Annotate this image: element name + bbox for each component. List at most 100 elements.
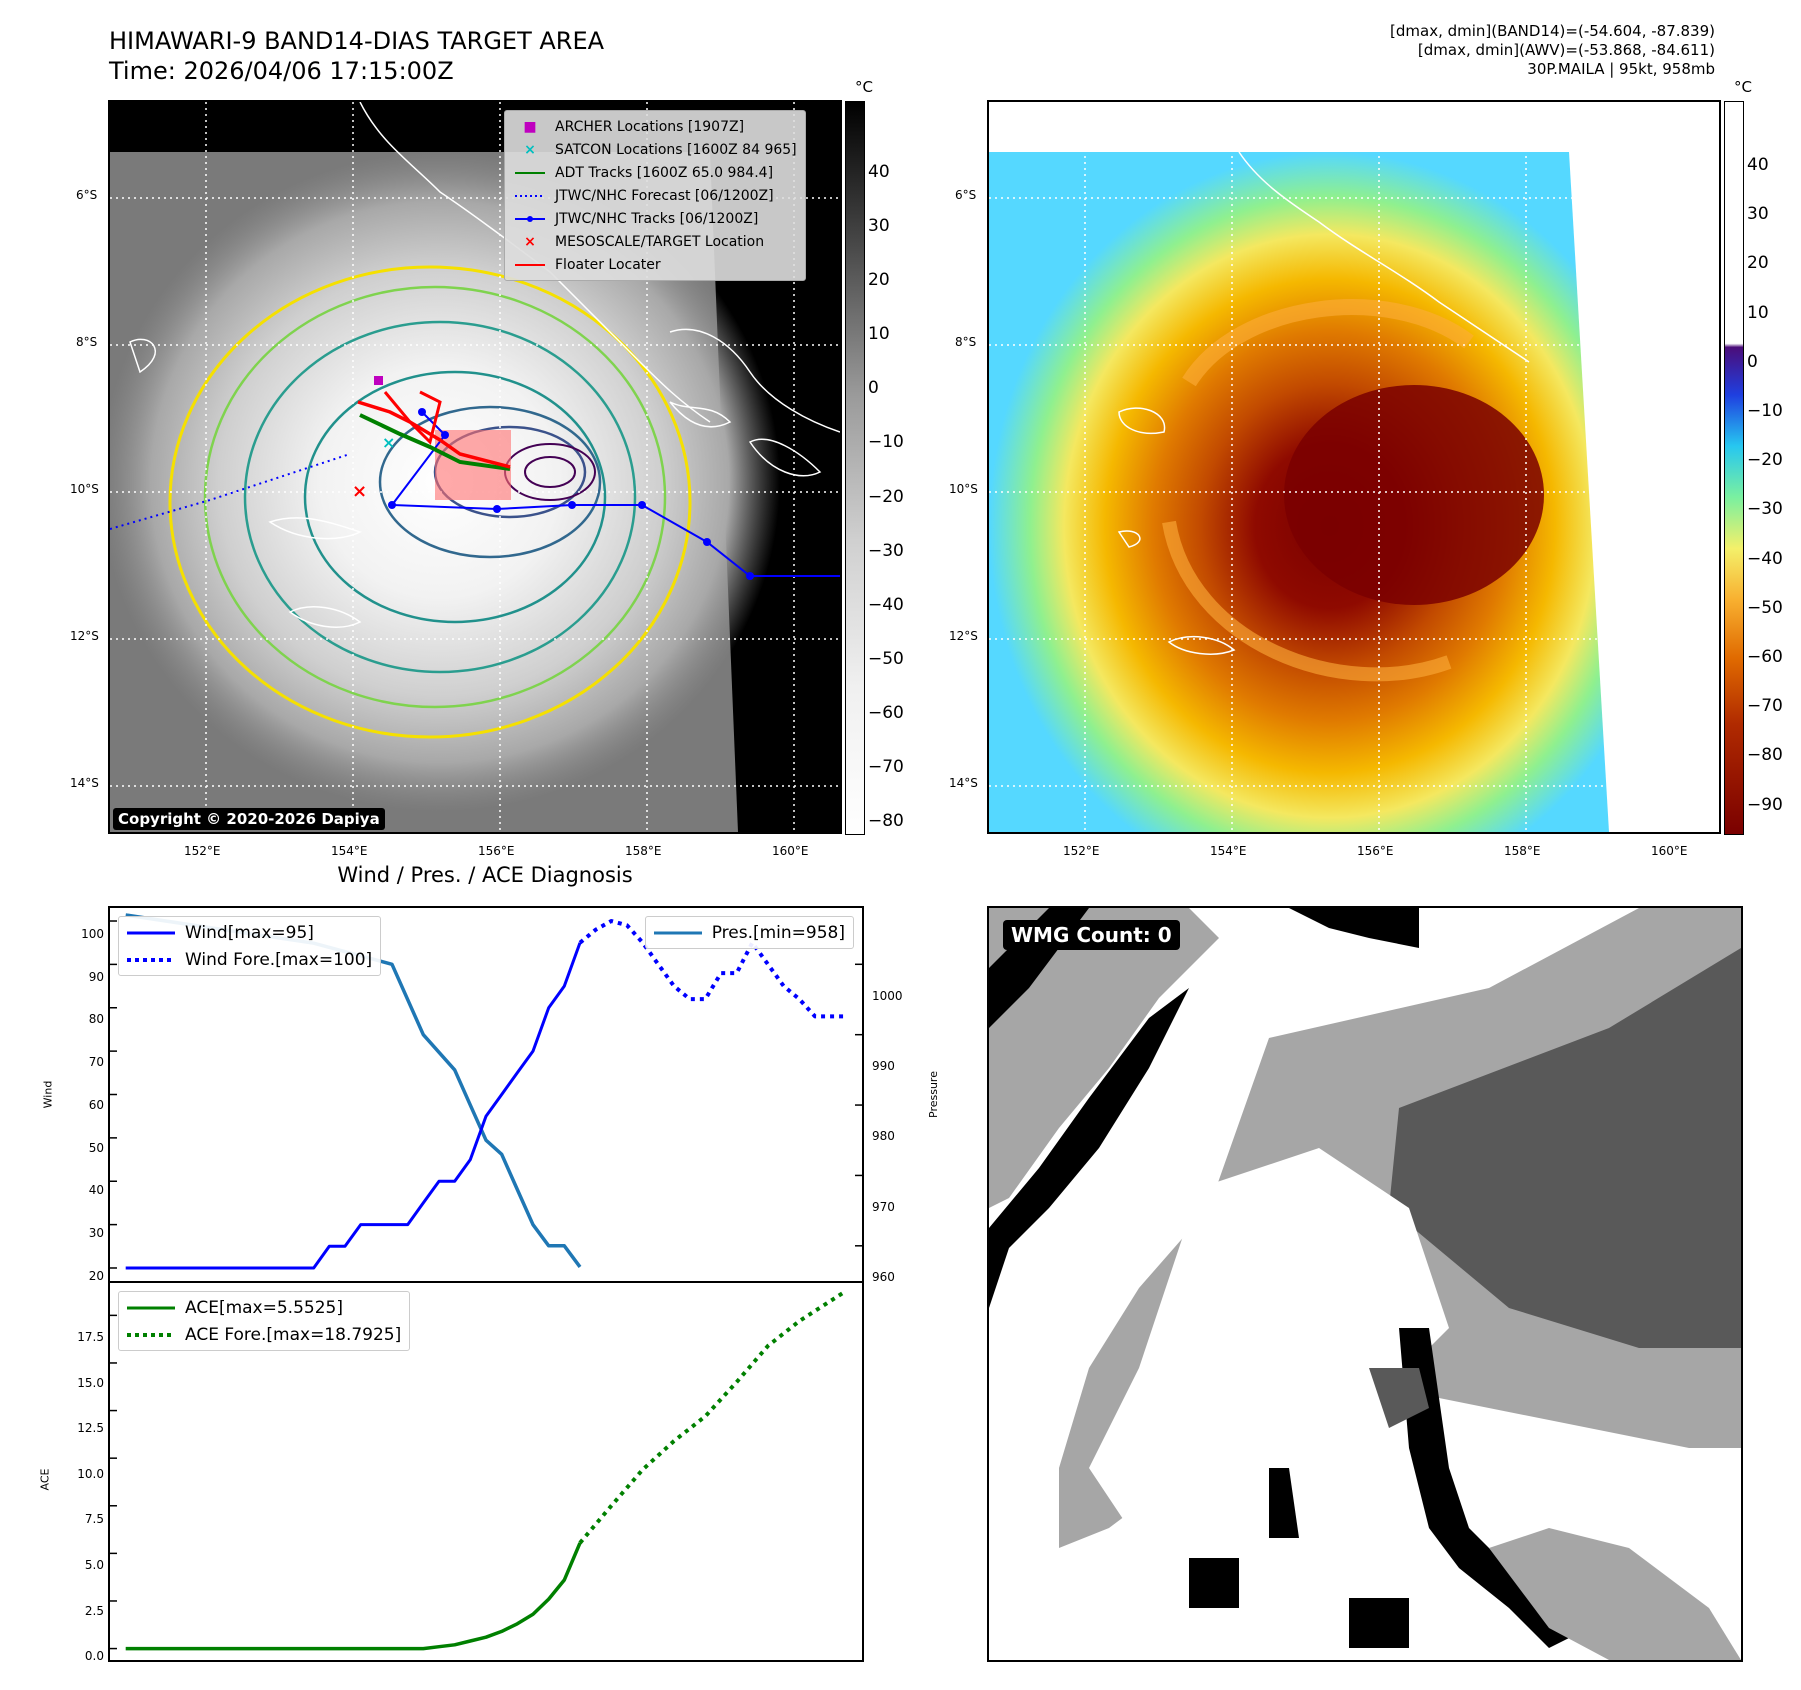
x-icon: × (524, 233, 536, 250)
spiral-band (1162, 520, 1452, 682)
y-tick: 90 (88, 969, 104, 984)
cbar-tick: 40 (1747, 155, 1769, 175)
wmg-region-black (1399, 1328, 1589, 1648)
lat-label: 8°S (955, 335, 977, 349)
line-icon (513, 170, 547, 176)
wmg-region-black (1269, 1468, 1299, 1538)
right-map-svg (989, 102, 1719, 832)
legend-label: MESOSCALE/TARGET Location (555, 233, 765, 250)
legend-label: JTWC/NHC Forecast [06/1200Z] (555, 187, 774, 204)
cbar-tick: −90 (1747, 794, 1783, 815)
contour-lightgreen (203, 285, 667, 709)
right-colorbar-unit: °C (1734, 78, 1752, 96)
ace-forecast-line (578, 1289, 848, 1545)
cbar-tick: 20 (868, 270, 890, 291)
wmg-region-light (1489, 1528, 1741, 1660)
dotted-line-icon (513, 193, 547, 199)
y-tick: 60 (88, 1097, 104, 1112)
cbar-tick: 30 (868, 216, 890, 237)
legend-row-ace: ACE[max=5.5525] (127, 1294, 401, 1321)
cbar-tick: −40 (1747, 548, 1783, 569)
cbar-tick: −30 (868, 540, 904, 561)
wmg-region-light (989, 908, 1219, 1208)
y-tick: 10.0 (77, 1466, 104, 1481)
title-line-2: Time: 2026/04/06 17:15:00Z (109, 57, 454, 85)
dotted-line-icon (127, 957, 175, 963)
legend-label: Wind Fore.[max=100] (185, 949, 373, 970)
coastlines (1117, 151, 1530, 655)
eyewall-core (1284, 385, 1544, 605)
y-tick: 20 (88, 1268, 104, 1283)
left-colorbar-ticks: 40 30 20 10 0 −10 −20 −30 −40 −50 −60 −7… (868, 145, 904, 848)
left-colorbar (845, 101, 865, 835)
lat-label: 10°S (70, 482, 99, 496)
satcon-marker: × (382, 433, 395, 452)
cbar-tick: 40 (868, 162, 890, 182)
floater-locater-line (357, 400, 511, 469)
legend-row-forecast: JTWC/NHC Forecast [06/1200Z] (513, 184, 797, 207)
y-tick: 980 (872, 1129, 895, 1144)
legend-row-satcon: × SATCON Locations [1600Z 84 965] (513, 138, 797, 161)
y-tick: 5.0 (84, 1557, 104, 1572)
ace-y-ticks: 17.5 15.0 12.5 10.0 7.5 5.0 2.5 0.0 (64, 1315, 104, 1680)
line-icon (513, 262, 547, 268)
pressure-y-ticks: 1000 990 980 970 960 (872, 961, 903, 1312)
cbar-tick: −80 (868, 811, 904, 832)
legend-row-wind-fore: Wind Fore.[max=100] (127, 946, 372, 973)
map-legend: ■ ARCHER Locations [1907Z] × SATCON Locati… (504, 110, 806, 281)
wind-line (125, 942, 582, 1270)
ace-line (125, 1542, 582, 1651)
info-line-2: [dmax, dmin](AWV)=(-53.868, -84.611) (1417, 41, 1715, 59)
legend-label: Floater Locater (555, 256, 661, 273)
cbar-tick: −70 (868, 757, 904, 778)
info-block: [dmax, dmin](BAND14)=(-54.604, -87.839) … (1390, 22, 1715, 79)
y-tick: 70 (88, 1055, 104, 1070)
y-tick: 80 (88, 1012, 104, 1027)
title-line-1: HIMAWARI-9 BAND14-DIAS TARGET AREA (109, 27, 605, 55)
wind-forecast-line (578, 919, 847, 1019)
lon-label: 154°E (331, 844, 368, 858)
wmg-region-dark (1369, 1368, 1429, 1428)
y-tick: 15.0 (77, 1375, 104, 1390)
cbar-tick: 10 (868, 324, 890, 345)
wmg-region-black (989, 988, 1189, 1308)
target-marker: × (352, 481, 367, 502)
wmg-panel: WMG Count: 0 (987, 906, 1743, 1662)
lon-label: 158°E (1504, 844, 1541, 858)
map-gridlines (989, 102, 1719, 832)
info-line-3: 30P.MAILA | 95kt, 958mb (1527, 60, 1715, 78)
spiral-band (1182, 299, 1474, 387)
ace-plot (110, 1289, 848, 1651)
archer-marker (374, 376, 383, 385)
cbar-tick: 20 (1747, 253, 1769, 274)
contour-blue (378, 405, 602, 559)
cbar-tick: −30 (1747, 499, 1783, 520)
left-colorbar-unit: °C (855, 78, 873, 96)
wmg-region-black (1189, 1558, 1239, 1608)
floater-locater-loop (383, 390, 442, 445)
y-tick: 12.5 (77, 1421, 104, 1436)
wmg-region-white (1089, 1148, 1449, 1528)
jtwc-track-points (388, 408, 754, 580)
cbar-tick: −70 (1747, 696, 1783, 717)
lon-label: 156°E (1357, 844, 1394, 858)
line-dot-icon (513, 215, 547, 223)
ace-legend: ACE[max=5.5525] ACE Fore.[max=18.7925] (118, 1291, 411, 1351)
pressure-legend: Pres.[min=958] (644, 916, 854, 949)
y-tick: 1000 (872, 989, 903, 1003)
wind-y-ticks: 100 90 80 70 60 50 40 30 20 (66, 913, 104, 1297)
cbar-tick: −10 (868, 432, 904, 453)
info-line-1: [dmax, dmin](BAND14)=(-54.604, -87.839) (1390, 22, 1715, 40)
pressure-axis-label: Pressure (926, 1071, 940, 1118)
line-icon (127, 1305, 175, 1311)
legend-row-wind: Wind[max=95] (127, 919, 372, 946)
cbar-tick: −20 (868, 486, 904, 507)
legend-label: Wind[max=95] (185, 922, 314, 943)
y-tick: 960 (872, 1269, 895, 1284)
legend-label: JTWC/NHC Tracks [06/1200Z] (555, 210, 759, 227)
contour-teal (243, 320, 637, 674)
y-tick: 50 (88, 1140, 104, 1155)
y-tick: 40 (88, 1183, 104, 1198)
legend-row-target: × MESOSCALE/TARGET Location (513, 230, 797, 253)
cbar-tick: 0 (868, 378, 879, 399)
